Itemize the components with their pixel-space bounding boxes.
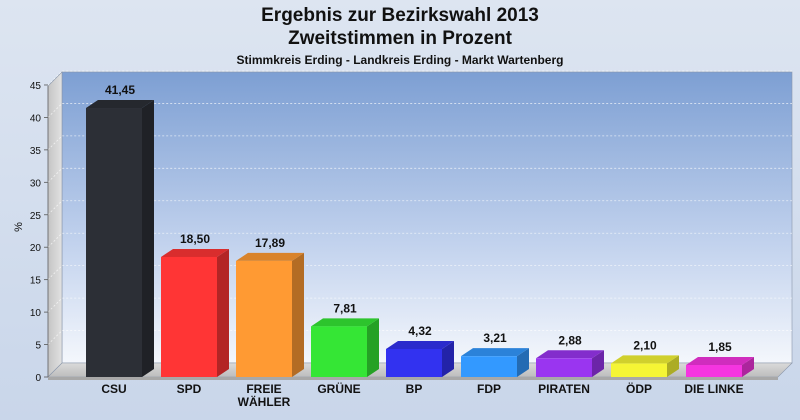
bar-front	[386, 348, 442, 377]
bar-front	[611, 363, 667, 377]
x-tick-label: GRÜNE	[317, 381, 360, 396]
bar-top	[461, 348, 529, 357]
bar-bp	[386, 340, 454, 377]
title-block: Ergebnis zur Bezirkswahl 2013 Zweitstimm…	[0, 4, 800, 67]
x-tick-label: BP	[406, 382, 423, 396]
bar-side	[367, 318, 379, 377]
x-tick-label: FDP	[477, 382, 501, 396]
plot-side-wall	[47, 71, 63, 378]
bar-front	[311, 326, 367, 377]
value-labels: 41,45 18,50 17,89 7,81 4,32 3,21 2,88 2,10 1,85	[105, 83, 732, 354]
y-tick-label: 35	[30, 146, 42, 157]
bar-top	[311, 318, 379, 327]
y-tick-label: 10	[30, 308, 42, 319]
chart-title-line2: Zweitstimmen in Prozent	[288, 28, 512, 49]
bar-top	[536, 350, 604, 359]
y-tick-label: 45	[30, 81, 42, 92]
value-label: 2,10	[633, 338, 657, 352]
bar-die-linke	[686, 356, 754, 377]
y-tick-label: 15	[30, 276, 42, 287]
bar-side	[292, 252, 304, 377]
chart-title-line1: Ergebnis zur Bezirkswahl 2013	[261, 5, 539, 26]
bar-grüne	[311, 318, 379, 377]
value-label: 4,32	[408, 324, 432, 338]
value-label: 17,89	[255, 236, 285, 250]
bar-front	[161, 256, 217, 377]
value-label: 41,45	[105, 83, 135, 97]
bar-front	[461, 356, 517, 377]
bar-side	[667, 355, 679, 377]
x-tick-label: DIE LINKE	[684, 382, 743, 396]
bar-top	[686, 356, 754, 365]
bar-side	[217, 248, 229, 377]
value-label: 2,88	[558, 333, 582, 347]
bar-top	[386, 340, 454, 349]
bar-side	[592, 350, 604, 377]
bar-piraten	[536, 350, 604, 377]
bar-csu	[86, 100, 154, 377]
bar-side	[142, 100, 154, 377]
bar-side	[742, 356, 754, 377]
y-tick-label: 20	[30, 243, 42, 254]
bar-fdp	[461, 348, 529, 377]
x-tick-label: CSU	[101, 382, 126, 396]
bar-front	[236, 260, 292, 377]
y-tick-label: 30	[30, 178, 42, 189]
plot-floor-edge	[48, 377, 778, 380]
bar-ödp	[611, 355, 679, 377]
value-label: 7,81	[333, 301, 357, 315]
bar-spd	[161, 248, 229, 377]
bar-side	[442, 340, 454, 377]
bars	[86, 100, 754, 377]
bar-top	[86, 100, 154, 109]
bar-front	[686, 364, 742, 377]
bar-freie-wähler	[236, 252, 304, 377]
bar-top	[161, 248, 229, 257]
value-label: 3,21	[483, 331, 507, 345]
value-label: 18,50	[180, 232, 210, 246]
y-tick-label: 0	[35, 373, 41, 384]
value-label: 1,85	[708, 340, 732, 354]
bar-top	[611, 355, 679, 364]
x-tick-label: SPD	[177, 382, 202, 396]
bar-side	[517, 348, 529, 377]
bar-top	[236, 252, 304, 261]
x-tick-label: ÖDP	[626, 381, 652, 396]
x-tick-label: FREIE	[246, 382, 281, 396]
x-tick-label: WÄHLER	[238, 394, 291, 409]
bar-front	[86, 108, 142, 377]
y-tick-label: 25	[30, 211, 42, 222]
chart-subtitle: Stimmkreis Erding - Landkreis Erding - M…	[236, 53, 564, 67]
bar-front	[536, 358, 592, 377]
y-tick-label: 5	[35, 341, 41, 352]
y-axis-label: %	[13, 222, 25, 232]
y-tick-label: 40	[30, 113, 42, 124]
y-axis: 0 5 10 15 20 25 30 35 40 45	[30, 81, 49, 384]
x-tick-label: PIRATEN	[538, 382, 590, 396]
